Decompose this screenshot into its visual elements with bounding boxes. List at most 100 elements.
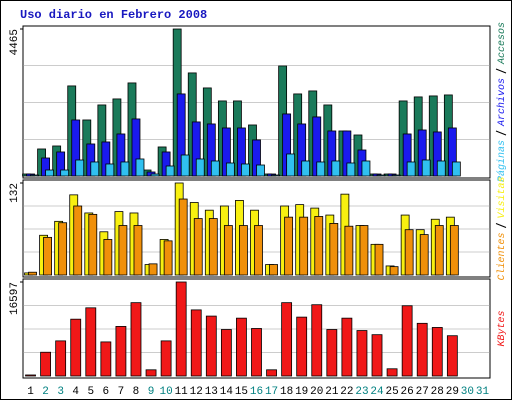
y-tick-label: 16597 <box>9 282 21 315</box>
bar <box>225 162 235 177</box>
x-tick-label: 31 <box>476 386 490 398</box>
bar <box>239 225 248 276</box>
bar <box>43 236 52 276</box>
bar <box>105 163 115 177</box>
legend: KBytes <box>497 310 508 346</box>
bar <box>160 340 172 377</box>
bar <box>421 159 431 177</box>
bar <box>416 322 428 377</box>
bar <box>241 163 250 177</box>
bar <box>40 351 51 377</box>
x-tick-label: 26 <box>401 386 414 398</box>
panel-frame <box>22 179 491 278</box>
bar <box>286 153 296 177</box>
legend-entry: Páginas <box>496 140 508 182</box>
bar <box>361 160 371 177</box>
legend-separator <box>495 68 507 74</box>
legend-entry: Accesos <box>497 22 508 65</box>
bar <box>296 316 308 377</box>
bar <box>284 216 294 276</box>
x-tick-label: 24 <box>370 386 384 398</box>
bar <box>436 160 446 177</box>
chart-title: Uso diario en Febrero 2008 <box>20 8 207 22</box>
x-tick-label: 20 <box>310 386 323 398</box>
bar <box>299 216 309 276</box>
bar <box>386 368 398 377</box>
bar <box>389 266 399 276</box>
bar <box>446 335 458 377</box>
bar <box>431 327 443 377</box>
bar <box>85 307 97 377</box>
bar <box>269 264 278 276</box>
x-tick-label: 8 <box>133 386 140 398</box>
bar <box>451 161 461 177</box>
x-tick-label: 19 <box>295 386 308 398</box>
bar <box>266 369 277 377</box>
x-tick-label: 29 <box>446 386 459 398</box>
x-tick-label: 7 <box>118 386 125 398</box>
bar <box>434 225 444 276</box>
bar <box>55 340 67 377</box>
legend-entry: Visitas <box>496 176 508 218</box>
bar <box>449 225 459 276</box>
bar <box>75 159 85 177</box>
bar <box>359 225 369 276</box>
bar <box>401 305 413 377</box>
x-tick-label: 12 <box>190 386 203 398</box>
bar <box>103 239 113 276</box>
bar <box>178 198 188 276</box>
bar <box>256 164 265 177</box>
x-tick-label: 17 <box>265 386 278 398</box>
bar <box>316 161 326 177</box>
bar <box>271 174 280 177</box>
bar <box>236 317 247 377</box>
bar <box>205 315 217 377</box>
bar <box>100 341 112 377</box>
bar <box>356 330 368 377</box>
bar <box>404 229 414 276</box>
bar <box>73 205 83 276</box>
x-tick-label: 5 <box>87 386 94 398</box>
bar <box>193 218 203 276</box>
bar <box>419 234 429 276</box>
bar <box>254 225 263 276</box>
bar <box>165 165 175 177</box>
x-tick-label: 9 <box>148 386 155 398</box>
x-tick-label: 25 <box>385 386 398 398</box>
bar <box>88 213 98 276</box>
legend: Páginas Archivos Accesos <box>495 22 508 182</box>
bar <box>70 318 82 377</box>
bar <box>45 169 54 177</box>
bar <box>314 216 324 276</box>
bar <box>190 309 202 377</box>
bar <box>406 161 416 177</box>
x-tick-label: 28 <box>431 386 444 398</box>
x-tick-label: 4 <box>72 386 79 398</box>
bar <box>28 271 37 276</box>
bar <box>150 173 160 177</box>
bar <box>25 374 36 377</box>
bar <box>118 225 128 276</box>
x-tick-label: 3 <box>57 386 64 398</box>
x-tick-label: 27 <box>416 386 429 398</box>
bar <box>341 317 353 377</box>
bar <box>391 174 401 177</box>
x-tick-label: 30 <box>461 386 474 398</box>
bar <box>344 225 354 276</box>
panel-frame <box>22 25 491 179</box>
bar <box>208 218 218 276</box>
bar <box>120 161 130 177</box>
x-tick-label: 16 <box>250 386 263 398</box>
bar <box>130 302 142 377</box>
x-tick-label: 18 <box>280 386 293 398</box>
bar <box>329 223 339 276</box>
bar <box>220 329 232 377</box>
bar <box>115 326 127 377</box>
x-tick-label: 2 <box>42 386 49 398</box>
bar <box>374 243 384 276</box>
x-tick-label: 11 <box>175 386 189 398</box>
bar <box>301 160 311 177</box>
bar <box>311 304 323 377</box>
bar <box>331 160 341 177</box>
